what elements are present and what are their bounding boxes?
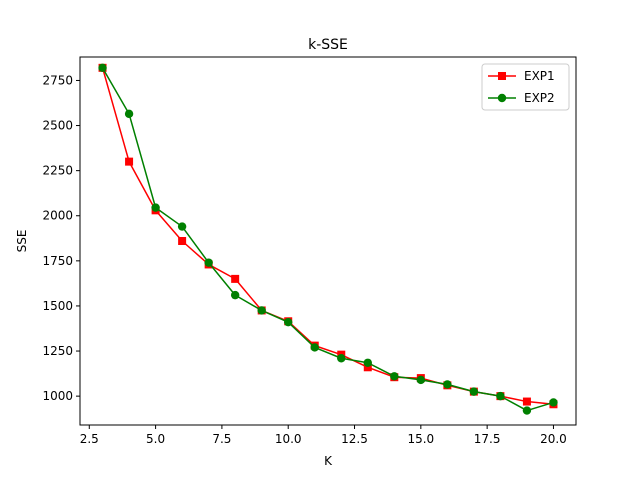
x-axis-label: K (324, 454, 333, 468)
data-point-exp1 (363, 363, 372, 372)
x-tick-label: 15.0 (407, 432, 434, 446)
chart-title: k-SSE (308, 37, 348, 53)
legend-marker-exp1 (498, 72, 506, 80)
y-tick-label: 2000 (42, 209, 73, 223)
data-point-exp2 (390, 372, 399, 381)
legend: EXP1 EXP2 (481, 63, 570, 111)
data-point-exp1 (231, 274, 240, 283)
data-point-exp1 (522, 397, 531, 406)
y-tick-label: 1750 (42, 254, 73, 268)
data-point-exp1 (178, 237, 187, 245)
series-line-exp2 (101, 67, 554, 412)
legend-label-exp2: EXP2 (524, 91, 555, 105)
legend-label-exp1: EXP1 (524, 69, 555, 83)
y-tick-label: 1500 (42, 299, 73, 313)
y-tick-label: 1000 (42, 389, 73, 403)
legend-marker-exp2 (497, 93, 507, 103)
data-point-exp2 (204, 258, 213, 267)
y-axis: 1000 1250 1500 1750 2000 2250 2500 2750 (42, 73, 80, 403)
data-point-exp2 (151, 203, 160, 212)
y-tick-label: 2750 (42, 73, 73, 87)
x-tick-label: 20.0 (540, 432, 567, 446)
y-axis-label: SSE (15, 230, 29, 253)
data-point-exp2 (257, 306, 266, 315)
x-tick-label: 10.0 (275, 432, 302, 446)
data-point-exp1 (125, 157, 134, 166)
y-tick-label: 1250 (42, 344, 73, 358)
data-point-exp2 (469, 387, 479, 396)
data-point-exp2 (549, 398, 558, 407)
x-tick-label: 2.5 (80, 432, 99, 446)
data-point-exp2 (416, 375, 426, 385)
data-point-exp2 (310, 343, 319, 352)
data-point-exp2 (284, 317, 293, 327)
data-point-exp2 (337, 354, 346, 363)
x-tick-label: 17.5 (474, 432, 501, 446)
x-tick-label: 7.5 (212, 432, 231, 446)
x-axis: 2.5 5.0 7.5 10.0 12.5 15.0 17.5 20.0 (80, 425, 567, 446)
data-point-exp2 (522, 406, 532, 415)
x-tick-label: 5.0 (146, 432, 165, 446)
y-tick-label: 2250 (42, 164, 73, 178)
data-point-exp2 (230, 290, 240, 300)
plot-area (98, 63, 558, 415)
data-point-exp2 (443, 380, 452, 389)
data-point-exp2 (98, 63, 107, 73)
data-point-exp2 (496, 391, 505, 401)
y-tick-label: 2500 (42, 119, 73, 133)
x-tick-label: 12.5 (341, 432, 368, 446)
data-point-exp2 (363, 358, 372, 367)
data-point-exp2 (124, 109, 134, 119)
axes-frame (79, 56, 577, 426)
data-point-exp2 (177, 222, 187, 231)
